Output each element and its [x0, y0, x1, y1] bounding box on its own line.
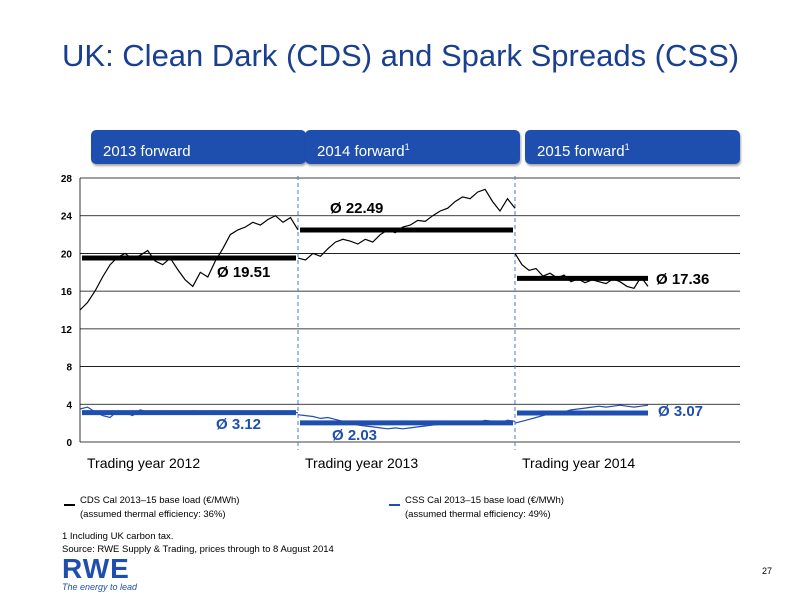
footnote: 1 Including UK carbon tax. Source: RWE S… [62, 530, 334, 556]
cds-series-line [297, 188, 516, 261]
y-tick-label: 8 [66, 363, 72, 374]
css-average-label: Ø 3.07 [658, 403, 703, 420]
period-label: 2014 forward [317, 143, 405, 160]
css-series-line [514, 404, 649, 424]
cds-average-label: Ø 19.51 [217, 264, 270, 281]
legend-css-label: CSS Cal 2013–15 base load (€/MWh) [405, 495, 564, 506]
cds-average-label: Ø 17.36 [656, 271, 709, 288]
period-sup: 1 [404, 142, 410, 152]
logo-tagline: The energy to lead [62, 582, 138, 592]
page-number: 27 [761, 566, 772, 576]
legend-cds-note: (assumed thermal efficiency: 36%) [80, 509, 226, 520]
y-tick-label: 4 [66, 400, 72, 411]
period-header-2015: 2015 forward1 [525, 130, 740, 164]
css-average-label: Ø 2.03 [332, 427, 377, 444]
period-label: 2013 forward [103, 143, 191, 160]
footnote-carbon-tax: 1 Including UK carbon tax. [62, 531, 174, 542]
logo-wordmark: RWE [62, 553, 130, 584]
css-average-label: Ø 3.12 [216, 416, 261, 433]
period-header-2013: 2013 forward [91, 130, 306, 164]
legend-cds-label: CDS Cal 2013–15 base load (€/MWh) [80, 495, 240, 506]
legend-css: CSS Cal 2013–15 base load (€/MWh) (assum… [389, 494, 564, 522]
legend-swatch-cds [64, 504, 75, 506]
x-category-label: Trading year 2013 [305, 455, 418, 471]
rwe-logo: RWE The energy to lead [62, 553, 138, 593]
period-label: 2015 forward [537, 143, 625, 160]
legend-css-note: (assumed thermal efficiency: 49%) [405, 509, 551, 520]
y-tick-label: 16 [61, 287, 73, 298]
cds-series-line [79, 214, 299, 311]
cds-average-label: Ø 22.49 [330, 200, 383, 217]
period-sup: 1 [624, 142, 630, 152]
footnote-source: Source: RWE Supply & Trading, prices thr… [62, 544, 334, 555]
cds-series-line [514, 253, 649, 289]
page-title: UK: Clean Dark (CDS) and Spark Spreads (… [62, 38, 740, 73]
x-category-label: Trading year 2012 [87, 455, 200, 471]
y-tick-label: 12 [61, 325, 73, 336]
y-tick-label: 28 [61, 174, 73, 185]
x-category-label: Trading year 2014 [522, 455, 635, 471]
y-tick-label: 0 [66, 438, 72, 449]
y-tick-label: 24 [61, 212, 73, 223]
legend-swatch-css [389, 504, 400, 506]
period-header-2014: 2014 forward1 [305, 130, 520, 164]
y-tick-label: 20 [61, 249, 73, 260]
legend-cds: CDS Cal 2013–15 base load (€/MWh) (assum… [64, 494, 240, 522]
